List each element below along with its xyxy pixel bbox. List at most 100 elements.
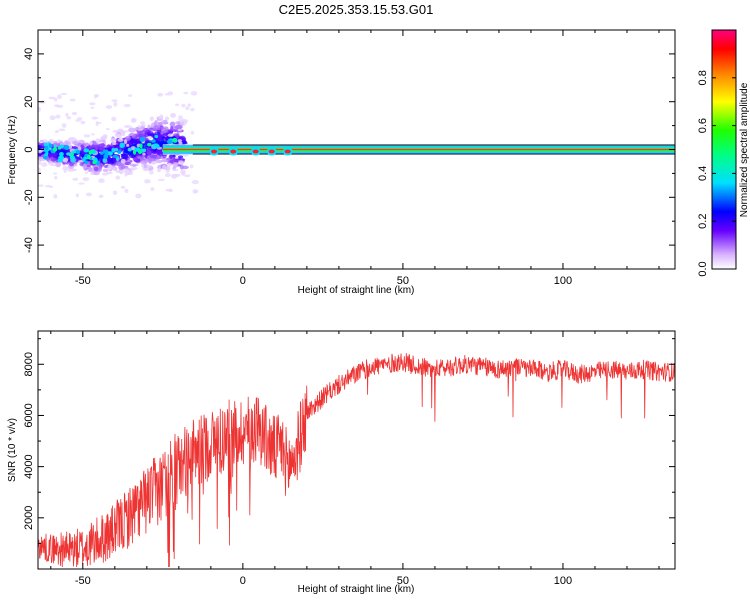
- spectral-cell: [113, 144, 119, 147]
- spectral-cell: [55, 161, 62, 168]
- spectral-cell: [75, 118, 82, 122]
- spectral-cell: [118, 164, 123, 170]
- spectral-cell: [146, 164, 152, 168]
- spectral-cell: [156, 154, 160, 160]
- spectral-peak: [99, 151, 104, 155]
- spectral-cell: [107, 164, 112, 170]
- spectral-peak: [147, 142, 152, 147]
- spectral-cell: [140, 160, 148, 165]
- spectral-cell: [105, 127, 110, 131]
- spectral-cell: [105, 105, 113, 109]
- spectral-cell: [54, 104, 60, 108]
- spectral-cell: [52, 172, 58, 175]
- spectral-cell: [160, 120, 168, 125]
- spectral-cell: [57, 94, 62, 100]
- spectral-peak: [117, 150, 122, 154]
- spectral-cell: [112, 190, 118, 196]
- spectral-cell: [82, 163, 88, 170]
- spectral-cell: [181, 171, 185, 176]
- spectral-cell: [133, 157, 138, 161]
- spectral-cell: [98, 178, 105, 184]
- spectral-cell: [54, 130, 59, 134]
- spectral-cell: [160, 159, 169, 163]
- spectral-peak: [48, 143, 53, 148]
- spectral-cell: [147, 124, 151, 129]
- spectral-cell: [155, 159, 163, 164]
- spectral-peak: [103, 154, 109, 159]
- spectral-cell: [95, 138, 101, 144]
- spectral-cell: [123, 103, 131, 108]
- spectral-peak: [102, 157, 108, 164]
- spectral-cell: [164, 173, 171, 178]
- spectral-cell: [181, 103, 186, 108]
- x-tick-label: 50: [397, 575, 409, 587]
- spectral-peak: [102, 149, 109, 154]
- spectral-cell: [89, 102, 96, 106]
- spectral-cell: [93, 166, 99, 172]
- y-tick-label: 4000: [23, 454, 35, 478]
- spectral-cell: [83, 134, 91, 138]
- spectral-peak: [42, 155, 48, 160]
- spectral-cell: [61, 123, 67, 128]
- spectral-cell: [124, 167, 129, 170]
- spectral-cell: [147, 157, 156, 162]
- spectral-cell: [154, 119, 159, 126]
- spectral-cell: [72, 177, 79, 181]
- spectrogram-data: [38, 91, 675, 199]
- spectral-peak: [166, 139, 173, 145]
- spectral-cell: [80, 120, 86, 125]
- spectral-cell: [181, 165, 189, 170]
- spectral-cell: [124, 188, 129, 193]
- spectral-cell: [77, 146, 82, 151]
- spectral-peak: [132, 149, 137, 155]
- spectral-peak: [154, 134, 159, 139]
- spectral-cell: [66, 116, 72, 120]
- spectral-peak: [151, 139, 156, 143]
- y-tick-label: 20: [23, 96, 35, 108]
- spectral-cell: [166, 165, 171, 171]
- spectral-cell: [183, 174, 191, 178]
- spectral-cell: [149, 116, 154, 122]
- spectral-cell: [171, 159, 180, 162]
- spectral-peak: [59, 144, 65, 149]
- colorbar-tick-label: 0.2: [697, 214, 709, 229]
- spectral-cell: [174, 156, 179, 159]
- spectral-peak: [45, 145, 49, 151]
- spectral-cell: [139, 121, 146, 125]
- spectral-cell: [157, 132, 161, 135]
- spectral-peak: [137, 149, 143, 155]
- snr-ticks: -50 0 50 100 2000 4000 6000 8000: [23, 331, 675, 587]
- spectral-cell: [190, 107, 195, 112]
- spectral-cell: [59, 142, 66, 146]
- colorbar-tick-label: 0.8: [697, 70, 709, 85]
- spectrogram-ylabel: Frequency (Hz): [7, 116, 18, 185]
- ridge-wobble-core: [268, 149, 275, 154]
- spectral-cell: [62, 166, 69, 171]
- spectral-cell: [147, 135, 153, 140]
- spectral-cell: [142, 152, 146, 156]
- spectral-peak: [139, 136, 146, 142]
- spectral-cell: [75, 193, 80, 198]
- spectral-cell: [133, 140, 140, 145]
- spectral-cell: [82, 177, 90, 182]
- spectral-cell: [128, 94, 133, 97]
- spectral-cell: [167, 133, 174, 137]
- snr-xlabel: Height of straight line (km): [298, 584, 415, 595]
- spectral-cell: [113, 101, 118, 107]
- spectral-cell: [98, 145, 106, 151]
- spectral-cell: [89, 140, 93, 146]
- spectral-cell: [130, 118, 137, 124]
- spectral-peak: [87, 154, 91, 160]
- spectral-peak: [84, 160, 89, 164]
- spectral-peak: [59, 152, 64, 157]
- spectral-peak: [91, 150, 97, 154]
- spectral-cell: [185, 106, 190, 110]
- spectral-cell: [174, 125, 183, 130]
- spectral-peak: [83, 148, 90, 153]
- spectral-cell: [121, 130, 126, 137]
- colorbar-gradient: [712, 30, 736, 269]
- spectral-cell: [124, 172, 128, 177]
- spectral-cell: [142, 127, 149, 133]
